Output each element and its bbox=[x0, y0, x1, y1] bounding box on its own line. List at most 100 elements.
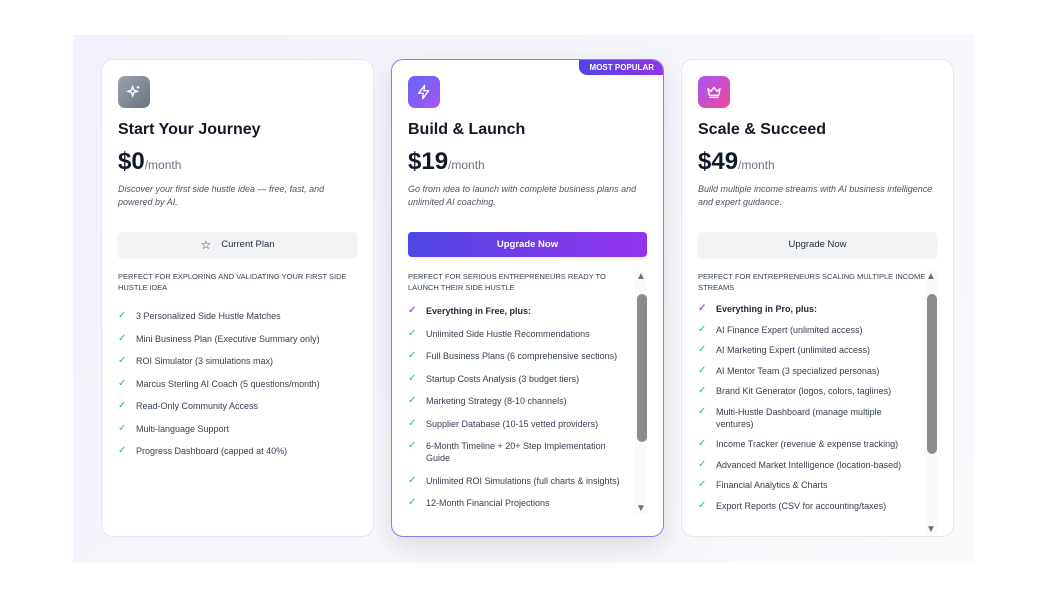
plan-card-free: Start Your Journey $0/month Discover you… bbox=[101, 59, 374, 537]
feature-item: ✓ Progress Dashboard (capped at 40%) bbox=[118, 445, 340, 457]
check-icon: ✓ bbox=[118, 332, 127, 344]
feature-text: Multi-language Support bbox=[136, 423, 230, 434]
feature-text: Startup Costs Analysis (3 budget tiers) bbox=[426, 373, 580, 384]
feature-item: ✓ 3 Personalized Side Hustle Matches bbox=[118, 310, 340, 322]
price-amount: $19 bbox=[408, 148, 449, 175]
feature-text: Export Reports (CSV for accounting/taxes… bbox=[716, 500, 887, 511]
feature-item: ✓ Financial Analytics & Charts bbox=[698, 479, 920, 491]
check-icon: ✓ bbox=[408, 417, 417, 429]
check-icon: ✓ bbox=[698, 344, 707, 355]
feature-text: Read-Only Community Access bbox=[136, 401, 259, 411]
lightning-icon bbox=[408, 76, 440, 108]
feature-item: ✓ AI Finance Expert (unlimited access) bbox=[698, 324, 920, 336]
upgrade-now-button[interactable]: Upgrade Now bbox=[698, 232, 937, 257]
feature-item: ✓ Everything in Pro, plus: bbox=[698, 303, 920, 315]
check-icon: ✓ bbox=[408, 440, 417, 451]
scrollbar-thumb[interactable] bbox=[637, 294, 647, 442]
button-label: Current Plan bbox=[221, 239, 275, 250]
features-scroll-area[interactable]: Perfect for serious entrepreneurs ready … bbox=[408, 271, 647, 514]
check-icon: ✓ bbox=[698, 303, 707, 314]
feature-text: Unlimited Side Hustle Recommendations bbox=[426, 328, 590, 339]
plan-price: $0/month bbox=[118, 148, 357, 176]
feature-item: ✓ Startup Costs Analysis (3 budget tiers) bbox=[408, 373, 630, 385]
feature-text: 3 Personalized Side Hustle Matches bbox=[136, 311, 281, 321]
check-icon: ✓ bbox=[118, 422, 127, 434]
feature-item: ✓ Multi-language Support bbox=[118, 423, 340, 435]
feature-item: ✓ Export Reports (CSV for accounting/taxe… bbox=[698, 500, 920, 512]
feature-text: AI Finance Expert (unlimited access) bbox=[716, 324, 863, 335]
check-icon: ✓ bbox=[698, 438, 707, 449]
price-period: /month bbox=[144, 158, 182, 172]
price-period: /month bbox=[448, 158, 485, 172]
feature-text: ROI Simulator (3 simulations max) bbox=[136, 356, 274, 366]
feature-text: AI Mentor Team (3 specialized personas) bbox=[716, 365, 880, 376]
feature-text: Advanced Market Intelligence (location-b… bbox=[716, 459, 902, 470]
feature-text: Supplier Database (10-15 vetted provider… bbox=[426, 418, 599, 429]
check-icon: ✓ bbox=[698, 364, 707, 376]
current-plan-button[interactable]: ☆ Current Plan bbox=[118, 232, 357, 257]
plan-title: Scale & Succeed bbox=[698, 121, 827, 138]
feature-item: ✓ Mini Business Plan (Executive Summary o… bbox=[118, 333, 340, 345]
feature-text: Income Tracker (revenue & expense tracki… bbox=[716, 439, 899, 449]
scrollbar-thumb[interactable] bbox=[927, 294, 937, 454]
feature-item: ✓ Income Tracker (revenue & expense track… bbox=[698, 438, 920, 450]
plan-price: $19/month bbox=[408, 148, 647, 176]
features-scroll-area[interactable]: Perfect for entrepreneurs scaling multip… bbox=[698, 271, 937, 535]
feature-text: Full Business Plans (6 comprehensive sec… bbox=[426, 351, 618, 361]
check-icon: ✓ bbox=[118, 400, 127, 411]
scrollbar[interactable]: ▲ ▼ bbox=[925, 271, 937, 535]
plan-audience-heading: Perfect for serious entrepreneurs ready … bbox=[408, 272, 606, 292]
scroll-up-arrow-icon[interactable]: ▲ bbox=[636, 271, 646, 282]
plan-audience-heading: Perfect for entrepreneurs scaling multip… bbox=[698, 272, 926, 292]
features-area: Perfect for exploring and validating you… bbox=[118, 271, 357, 514]
upgrade-now-button[interactable]: Upgrade Now bbox=[408, 232, 647, 257]
check-icon: ✓ bbox=[408, 327, 417, 339]
feature-item: ✓ Brand Kit Generator (logos, colors, tag… bbox=[698, 385, 920, 397]
sparkles-icon bbox=[118, 76, 150, 108]
crown-icon bbox=[698, 76, 730, 108]
feature-text: Everything in Free, plus: bbox=[426, 306, 532, 316]
feature-text: Brand Kit Generator (logos, colors, tagl… bbox=[716, 386, 892, 396]
plan-title: Start Your Journey bbox=[118, 121, 261, 138]
feature-text: Everything in Pro, plus: bbox=[716, 304, 818, 314]
feature-item: ✓ Supplier Database (10-15 vetted provide… bbox=[408, 418, 630, 430]
check-icon: ✓ bbox=[408, 305, 417, 316]
feature-item: ✓ AI Mentor Team (3 specialized personas) bbox=[698, 365, 920, 377]
check-icon: ✓ bbox=[408, 350, 417, 361]
check-icon: ✓ bbox=[408, 372, 417, 384]
check-icon: ✓ bbox=[118, 355, 127, 366]
feature-list: ✓ Everything in Pro, plus: ✓ AI Finance Ex… bbox=[698, 303, 920, 512]
plan-description: Go from idea to launch with complete bus… bbox=[408, 184, 637, 207]
most-popular-badge: MOST POPULAR bbox=[578, 60, 663, 75]
feature-item: ✓ Full Business Plans (6 comprehensive se… bbox=[408, 350, 630, 362]
check-icon: ✓ bbox=[118, 377, 127, 389]
feature-text: Financial Analytics & Charts bbox=[716, 480, 828, 490]
feature-list: ✓ 3 Personalized Side Hustle Matches ✓ Min… bbox=[118, 310, 340, 457]
feature-item: ✓ AI Marketing Expert (unlimited access) bbox=[698, 344, 920, 356]
feature-text: 6-Month Timeline + 20+ Step Implementati… bbox=[426, 441, 606, 463]
scroll-down-arrow-icon[interactable]: ▼ bbox=[636, 503, 646, 514]
feature-text: Multi-Hustle Dashboard (manage multiple … bbox=[716, 406, 882, 429]
feature-item: ✓ Marcus Sterling AI Coach (5 questions/m… bbox=[118, 378, 340, 390]
star-icon: ☆ bbox=[200, 237, 212, 252]
price-amount: $0 bbox=[118, 148, 145, 175]
check-icon: ✓ bbox=[698, 405, 707, 417]
check-icon: ✓ bbox=[408, 497, 417, 508]
scrollbar[interactable]: ▲ ▼ bbox=[635, 271, 647, 514]
scroll-up-arrow-icon[interactable]: ▲ bbox=[926, 271, 936, 282]
feature-text: AI Marketing Expert (unlimited access) bbox=[716, 345, 871, 355]
feature-text: Marcus Sterling AI Coach (5 questions/mo… bbox=[136, 378, 320, 389]
scroll-down-arrow-icon[interactable]: ▼ bbox=[926, 524, 936, 535]
plan-card-pro: MOST POPULAR Build & Launch $19/month Go… bbox=[391, 59, 664, 537]
feature-text: Marketing Strategy (8-10 channels) bbox=[426, 396, 567, 406]
feature-item: ✓ Marketing Strategy (8-10 channels) bbox=[408, 395, 630, 407]
check-icon: ✓ bbox=[698, 479, 707, 490]
check-icon: ✓ bbox=[118, 445, 127, 456]
check-icon: ✓ bbox=[408, 395, 417, 406]
feature-item: ✓ 6-Month Timeline + 20+ Step Implementat… bbox=[408, 440, 630, 464]
feature-item: ✓ 12-Month Financial Projections bbox=[408, 497, 630, 509]
plan-description: Discover your first side hustle idea — f… bbox=[118, 184, 325, 207]
plan-description: Build multiple income streams with AI bu… bbox=[698, 184, 933, 207]
feature-item: ✓ Everything in Free, plus: bbox=[408, 305, 630, 317]
feature-item: ✓ Multi-Hustle Dashboard (manage multiple… bbox=[698, 406, 920, 430]
